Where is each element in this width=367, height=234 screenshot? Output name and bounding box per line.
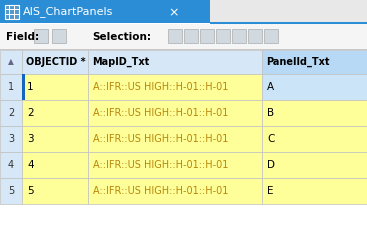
Text: A: A bbox=[267, 82, 274, 92]
Bar bbox=[0, 23, 210, 24]
Bar bbox=[9, 5, 10, 19]
Text: A::IFR::US HIGH::H-01::H-01: A::IFR::US HIGH::H-01::H-01 bbox=[93, 82, 228, 92]
Bar bbox=[0, 178, 22, 204]
Bar bbox=[22, 178, 88, 204]
Text: OBJECTID *: OBJECTID * bbox=[26, 57, 86, 67]
Text: ×: × bbox=[168, 7, 178, 19]
Bar bbox=[22, 126, 88, 152]
Text: 5: 5 bbox=[27, 186, 34, 196]
Bar bbox=[22, 74, 88, 100]
Bar bbox=[0, 22, 367, 24]
Bar bbox=[200, 29, 214, 43]
Bar bbox=[168, 29, 182, 43]
Bar bbox=[88, 50, 262, 74]
Bar bbox=[88, 100, 262, 126]
Bar bbox=[22, 74, 25, 100]
Bar bbox=[34, 29, 48, 43]
Text: D: D bbox=[267, 160, 275, 170]
Text: 4: 4 bbox=[8, 160, 14, 170]
Text: Field:: Field: bbox=[6, 32, 39, 42]
Bar bbox=[88, 74, 262, 100]
Bar bbox=[52, 29, 66, 43]
Bar bbox=[264, 29, 278, 43]
Bar bbox=[0, 50, 22, 74]
Text: C: C bbox=[267, 134, 275, 144]
Bar bbox=[262, 152, 367, 178]
Text: A::IFR::US HIGH::H-01::H-01: A::IFR::US HIGH::H-01::H-01 bbox=[93, 134, 228, 144]
Bar bbox=[0, 126, 22, 152]
Bar bbox=[0, 49, 367, 50]
Bar bbox=[5, 14, 19, 15]
Bar bbox=[0, 152, 22, 178]
Text: 2: 2 bbox=[8, 108, 14, 118]
Bar bbox=[88, 178, 262, 204]
Text: A::IFR::US HIGH::H-01::H-01: A::IFR::US HIGH::H-01::H-01 bbox=[93, 160, 228, 170]
Text: MapID_Txt: MapID_Txt bbox=[92, 57, 149, 67]
Text: AIS_ChartPanels: AIS_ChartPanels bbox=[23, 7, 113, 18]
Bar bbox=[262, 178, 367, 204]
Bar bbox=[232, 29, 246, 43]
Bar bbox=[262, 126, 367, 152]
Bar bbox=[88, 126, 262, 152]
Bar bbox=[0, 74, 22, 100]
Bar bbox=[0, 0, 210, 24]
Bar bbox=[0, 50, 367, 234]
Text: PanelId_Txt: PanelId_Txt bbox=[266, 57, 330, 67]
Text: 3: 3 bbox=[27, 134, 34, 144]
Text: Selection:: Selection: bbox=[92, 32, 151, 42]
Bar bbox=[262, 74, 367, 100]
Text: 2: 2 bbox=[27, 108, 34, 118]
Bar bbox=[210, 0, 367, 24]
Text: 1: 1 bbox=[27, 82, 34, 92]
Bar bbox=[14, 5, 15, 19]
Bar bbox=[5, 9, 19, 10]
Bar bbox=[22, 50, 88, 74]
Bar bbox=[262, 50, 367, 74]
Bar bbox=[262, 100, 367, 126]
Text: E: E bbox=[267, 186, 273, 196]
Bar bbox=[0, 24, 367, 50]
Text: ▲: ▲ bbox=[8, 58, 14, 66]
Text: 4: 4 bbox=[27, 160, 34, 170]
Bar bbox=[184, 29, 198, 43]
Text: 3: 3 bbox=[8, 134, 14, 144]
Text: A::IFR::US HIGH::H-01::H-01: A::IFR::US HIGH::H-01::H-01 bbox=[93, 108, 228, 118]
Text: B: B bbox=[267, 108, 274, 118]
Bar bbox=[88, 152, 262, 178]
Text: 5: 5 bbox=[8, 186, 14, 196]
Bar bbox=[248, 29, 262, 43]
Bar bbox=[22, 152, 88, 178]
Bar bbox=[22, 100, 88, 126]
Text: A::IFR::US HIGH::H-01::H-01: A::IFR::US HIGH::H-01::H-01 bbox=[93, 186, 228, 196]
Bar bbox=[0, 100, 22, 126]
Text: 1: 1 bbox=[8, 82, 14, 92]
Bar bbox=[5, 5, 19, 19]
Bar bbox=[216, 29, 230, 43]
